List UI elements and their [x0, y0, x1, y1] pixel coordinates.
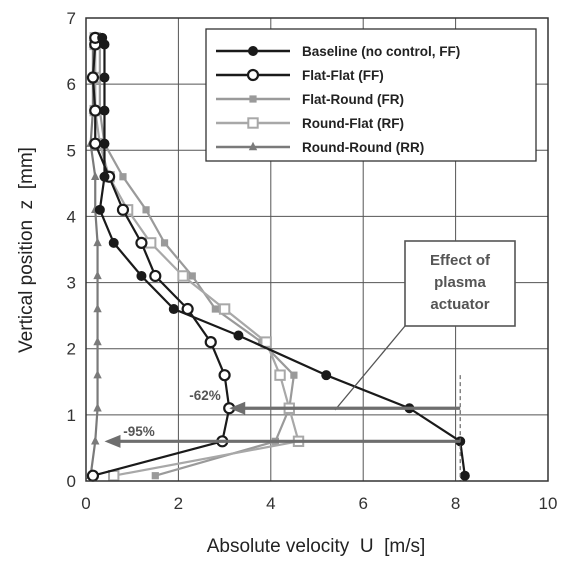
x-tick-label: 6 — [358, 494, 367, 513]
y-tick-label: 0 — [67, 472, 76, 491]
data-point — [321, 370, 332, 381]
effect-label-line: Effect of — [430, 252, 491, 269]
data-point — [97, 32, 108, 43]
data-point — [91, 436, 100, 445]
legend-label: Round-Round (RR) — [302, 140, 424, 155]
legend-item: Flat-Flat (FF) — [216, 68, 384, 83]
data-point — [91, 171, 100, 180]
plot-frame — [85, 17, 549, 482]
data-point — [142, 206, 150, 214]
data-point — [136, 270, 147, 281]
data-point — [86, 71, 100, 84]
annotations: Effect of plasma actuator -62% -95% — [104, 240, 516, 481]
data-point — [99, 105, 110, 116]
data-point — [151, 472, 159, 480]
effect-label-line: actuator — [430, 296, 489, 313]
x-tick-label: 4 — [266, 494, 275, 513]
data-point — [86, 469, 100, 482]
data-point — [99, 171, 110, 182]
data-point — [459, 470, 470, 481]
data-point — [93, 336, 102, 346]
legend-label: Flat-Round (FR) — [302, 92, 404, 107]
arrow-head — [229, 401, 246, 415]
x-tick-label: 0 — [81, 494, 90, 513]
data-point — [99, 138, 110, 149]
data-point — [218, 369, 231, 382]
legend-marker — [246, 68, 260, 82]
x-tick-label: 10 — [539, 494, 558, 513]
effect-pointer-line — [334, 325, 406, 411]
legend-label: Round-Flat (RF) — [302, 116, 404, 131]
reduction-arrow: -62% — [189, 388, 461, 415]
data-point — [274, 369, 286, 381]
legend-item: Flat-Round (FR) — [216, 92, 404, 107]
x-axis-title: Absolute velocity U [m/s] — [207, 536, 426, 557]
data-point — [160, 239, 169, 247]
data-point — [116, 203, 130, 216]
y-tick-label: 4 — [67, 207, 76, 226]
data-point — [168, 304, 179, 315]
data-point — [94, 204, 105, 215]
tick-labels: 0 2 4 6 8 10 0 1 2 3 4 5 6 7 — [67, 9, 558, 513]
data-point — [218, 303, 231, 315]
reduction-arrow: -95% — [104, 424, 461, 448]
legend-marker — [248, 141, 258, 151]
data-point — [93, 403, 102, 412]
y-tick-label: 5 — [67, 141, 76, 160]
data-point — [108, 237, 119, 248]
data-point — [93, 303, 102, 313]
effect-label-box — [404, 240, 516, 327]
legend-item: Round-Flat (RF) — [216, 116, 404, 131]
y-axis-title: Vertical position z [mm] — [16, 147, 37, 353]
legend-item: Baseline (no control, FF) — [216, 44, 460, 59]
legend-marker — [247, 117, 259, 129]
data-point — [93, 237, 102, 247]
legend-marker — [249, 95, 257, 103]
data-point — [204, 336, 217, 349]
x-tick-label: 2 — [174, 494, 183, 513]
data-point — [135, 236, 148, 249]
series-layer — [86, 31, 470, 482]
data-point — [99, 72, 110, 83]
y-tick-label: 7 — [67, 9, 76, 28]
data-point — [93, 270, 102, 280]
y-tick-label: 3 — [67, 274, 76, 293]
data-point — [290, 371, 298, 379]
effect-label-line: plasma — [434, 274, 486, 291]
y-tick-label: 2 — [67, 340, 76, 359]
data-point — [177, 270, 189, 282]
legend-label: Flat-Flat (FF) — [302, 68, 384, 83]
y-tick-label: 1 — [67, 406, 76, 425]
data-point — [119, 173, 127, 181]
data-point — [149, 269, 162, 283]
data-point — [108, 470, 120, 482]
y-tick-label: 6 — [67, 75, 76, 94]
data-point — [233, 330, 244, 341]
legend: Baseline (no control, FF) Flat-Flat (FF) F… — [205, 28, 537, 162]
data-point — [188, 272, 196, 280]
legend-item: Round-Round (RR) — [216, 140, 424, 155]
data-point — [93, 369, 102, 379]
x-tick-label: 8 — [451, 494, 460, 513]
arrow-head — [104, 434, 121, 448]
data-point — [211, 305, 219, 313]
data-point — [89, 104, 102, 117]
reduction-label: -62% — [189, 388, 221, 403]
data-point — [260, 336, 272, 348]
data-point — [89, 137, 102, 150]
legend-label: Baseline (no control, FF) — [302, 44, 460, 59]
reduction-label: -95% — [123, 424, 155, 439]
plot-border — [85, 17, 549, 482]
series-0 — [94, 32, 470, 481]
legend-marker — [248, 46, 258, 56]
